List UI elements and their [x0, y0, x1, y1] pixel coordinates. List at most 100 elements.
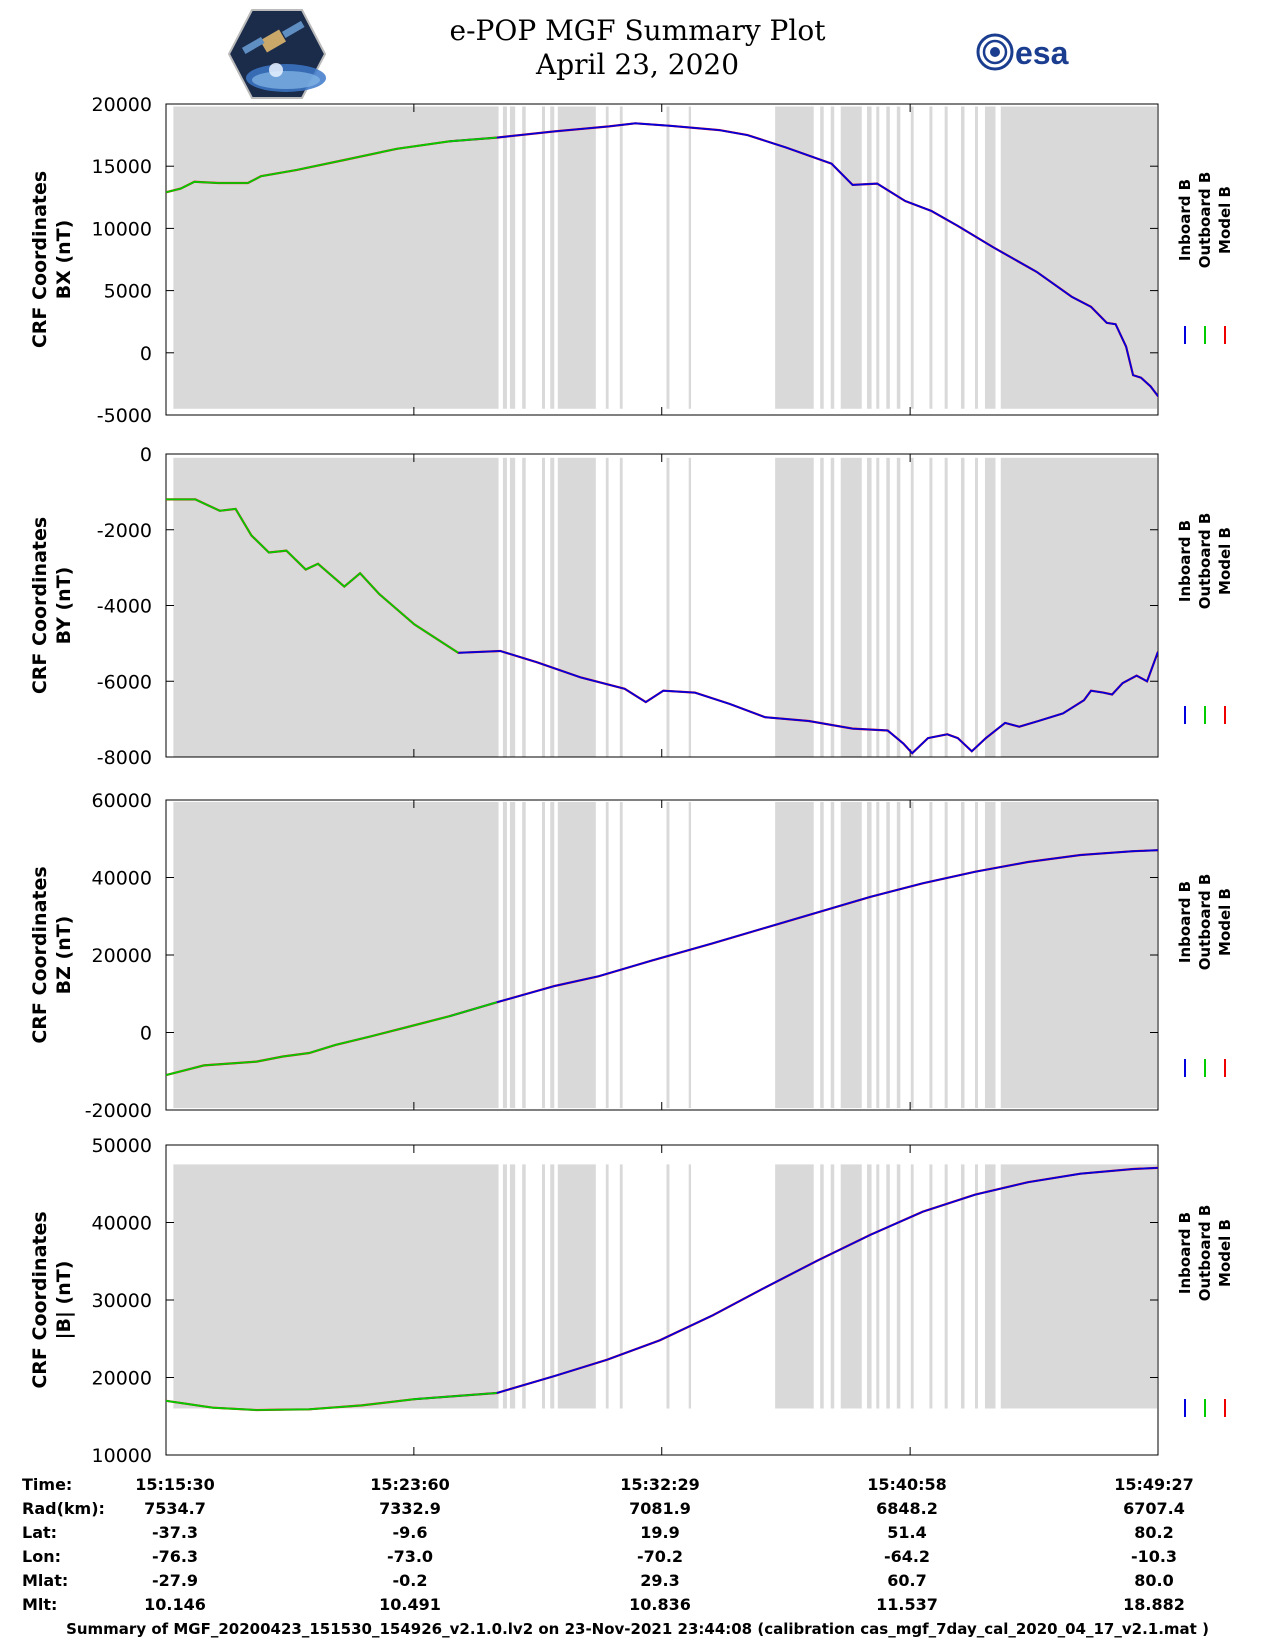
shaded-interval [896, 1164, 901, 1409]
shaded-interval [775, 457, 814, 757]
shaded-interval [688, 1164, 692, 1409]
ylabel-line2: |B| (nT) [53, 1261, 75, 1340]
shaded-interval [1000, 106, 1157, 409]
legend-label: Inboard B [1176, 520, 1194, 602]
shaded-interval [960, 801, 965, 1109]
plot-title-line1: e-POP MGF Summary Plot [449, 14, 826, 47]
shaded-interval [820, 106, 824, 409]
legend-label: Outboard B [1196, 513, 1214, 610]
ytick-label: 0 [140, 1023, 152, 1045]
info-cell: 29.3 [640, 1571, 679, 1590]
info-row-label: Lon: [22, 1547, 61, 1566]
ytick-label: 20000 [92, 945, 152, 967]
ytick-label: 10000 [92, 218, 152, 240]
shaded-interval [502, 801, 507, 1109]
shaded-interval [896, 457, 901, 757]
ylabel-line1: CRF Coordinates [29, 866, 51, 1043]
info-cell: -10.3 [1131, 1547, 1177, 1566]
info-cell: -64.2 [884, 1547, 930, 1566]
shaded-interval [666, 106, 670, 409]
shaded-interval [1000, 801, 1157, 1109]
shaded-interval [820, 801, 824, 1109]
shaded-interval [509, 801, 516, 1109]
info-cell: 60.7 [887, 1571, 926, 1590]
shaded-interval [960, 1164, 965, 1409]
info-cell: 10.146 [144, 1595, 206, 1614]
shaded-interval [984, 457, 996, 757]
shaded-interval [910, 106, 914, 409]
shaded-interval [557, 106, 596, 409]
shaded-interval [886, 1164, 890, 1409]
shaded-interval [867, 801, 872, 1109]
shaded-interval [550, 1164, 555, 1409]
panel-1: 20000 15000 10000 5000 0 -5000 CRF Coordinates… [29, 94, 1234, 427]
shaded-interval [550, 457, 555, 757]
footer-caption: Summary of MGF_20200423_151530_154926_v2… [66, 1620, 1209, 1638]
info-cell: 11.537 [876, 1595, 938, 1614]
legend-label: Outboard B [1196, 172, 1214, 269]
shaded-interval [1000, 1164, 1157, 1409]
plot-title: e-POP MGF Summary Plot April 23, 2020 [0, 14, 1275, 82]
panel-4: 50000 40000 30000 20000 10000 CRF Coordinates… [29, 1135, 1234, 1467]
shaded-interval [173, 1164, 499, 1409]
info-row-label: Rad(km): [22, 1499, 105, 1518]
shaded-interval [910, 457, 914, 757]
shaded-interval [605, 457, 609, 757]
shaded-interval [688, 457, 692, 757]
inboard-b-series [449, 849, 1158, 1018]
shaded-interval [974, 801, 978, 1109]
shaded-interval [522, 106, 526, 409]
shaded-interval [876, 801, 880, 1109]
shaded-interval [775, 106, 814, 409]
ytick-label: -6000 [97, 671, 152, 693]
shaded-interval [867, 457, 872, 757]
shaded-interval [830, 457, 835, 757]
info-cell: 15:32:29 [620, 1475, 700, 1494]
shaded-interval [666, 457, 670, 757]
ytick-label: 15000 [92, 156, 152, 178]
shaded-interval [688, 106, 692, 409]
shaded-interval [974, 457, 978, 757]
legend-label: Inboard B [1176, 179, 1194, 261]
legend-label: Inboard B [1176, 881, 1194, 963]
info-row-label: Mlt: [22, 1595, 57, 1614]
info-cell: 19.9 [640, 1523, 679, 1542]
ytick-label: 30000 [92, 1290, 152, 1312]
legend-label: Outboard B [1196, 1205, 1214, 1302]
ylabel-line1: CRF Coordinates [29, 517, 51, 694]
plot-title-line2: April 23, 2020 [535, 48, 740, 81]
outboard-b-series [166, 1392, 497, 1411]
outboard-b-series [166, 136, 497, 194]
info-cell: 80.0 [1134, 1571, 1173, 1590]
shaded-interval [1000, 457, 1157, 757]
info-cell: -76.3 [152, 1547, 198, 1566]
shaded-interval [867, 106, 872, 409]
info-cell: -27.9 [152, 1571, 198, 1590]
shaded-interval [830, 1164, 835, 1409]
legend-label: Inboard B [1176, 1212, 1194, 1294]
info-cell: -37.3 [152, 1523, 198, 1542]
shaded-interval [619, 801, 623, 1109]
shaded-interval [173, 106, 499, 409]
ytick-label: 50000 [92, 1135, 152, 1157]
legend-label: Model B [1216, 888, 1234, 956]
info-cell: 7081.9 [629, 1499, 691, 1518]
info-cell: -9.6 [393, 1523, 428, 1542]
shaded-interval [984, 801, 996, 1109]
shaded-interval [509, 1164, 516, 1409]
shaded-interval [929, 457, 933, 757]
legend-label: Model B [1216, 527, 1234, 595]
ytick-label: 20000 [92, 1368, 152, 1390]
shaded-interval [929, 106, 933, 409]
shaded-interval [944, 106, 948, 409]
info-cell: 7534.7 [144, 1499, 206, 1518]
info-cell: 80.2 [1134, 1523, 1173, 1542]
shaded-interval [557, 801, 596, 1109]
info-cell: -0.2 [393, 1571, 428, 1590]
outboard-b-series [166, 498, 459, 654]
shaded-interval [974, 106, 978, 409]
shaded-interval [605, 106, 609, 409]
ytick-label: 5000 [104, 281, 152, 303]
esa-logo-icon: esa [976, 33, 1069, 71]
info-cell: 6848.2 [876, 1499, 938, 1518]
